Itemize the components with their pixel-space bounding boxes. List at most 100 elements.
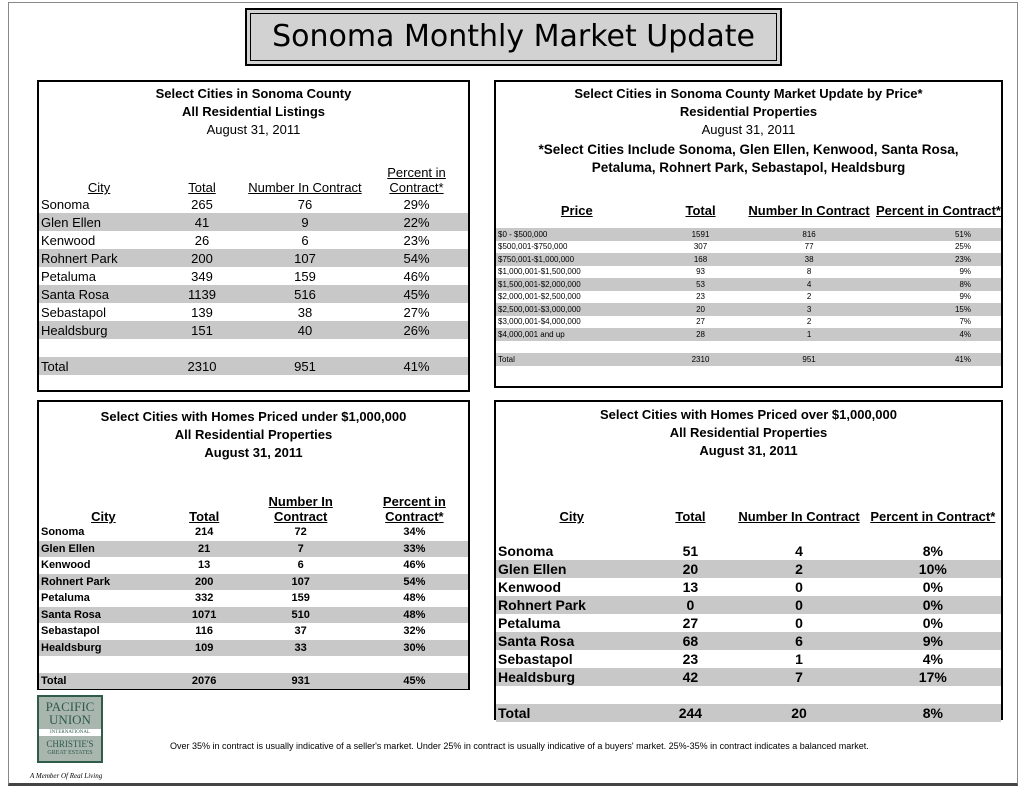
table-cell: 1071: [167, 606, 241, 623]
table-cell: 4%: [874, 328, 1001, 341]
table-cell: Total: [496, 353, 658, 366]
column-header: Total: [189, 509, 220, 524]
logo-text: GREAT ESTATES: [47, 750, 93, 756]
panel-by-price: Select Cities in Sonoma County Market Up…: [494, 80, 1003, 388]
table-cell: 38: [743, 253, 875, 266]
table-cell: $3,000,001-$4,000,000: [498, 317, 581, 327]
panel-heading: Select Cities in Sonoma County Market Up…: [496, 85, 1001, 177]
table-cell: 200: [167, 573, 241, 590]
table-cell: 46%: [403, 268, 430, 284]
table-row: Petaluma 27 0 0%: [496, 614, 1001, 632]
table-cell: 45%: [365, 285, 468, 303]
table-cell: Total: [39, 357, 160, 375]
table-row: $750,001-$1,000,000 168 38 23%: [496, 253, 1001, 266]
panel-over-1m: Select Cities with Homes Priced over $1,…: [494, 400, 1003, 722]
table-cell: 7: [733, 668, 865, 686]
table-cell: 7%: [959, 317, 971, 327]
table-cell: 1: [795, 651, 803, 667]
table-row: Glen Ellen 41 9 22%: [39, 213, 468, 231]
table-cell: 4%: [922, 651, 943, 667]
table-cell: 30%: [360, 639, 468, 656]
table-cell: 15%: [874, 303, 1001, 316]
total-row: Total 2310 951 41%: [39, 357, 468, 375]
table-row: $1,500,001-$2,000,000 53 4 8%: [496, 278, 1001, 291]
panel-heading: Select Cities with Homes Priced under $1…: [39, 408, 468, 462]
table-row: $500,001-$750,000 307 77 25%: [496, 241, 1001, 254]
table-cell: 2310: [159, 357, 245, 375]
table-cell: 159: [291, 592, 310, 605]
table-cell: 3: [743, 303, 875, 316]
heading-line: Select Cities with Homes Priced over $1,…: [600, 407, 897, 422]
table-row: $3,000,001-$4,000,000 27 2 7%: [496, 316, 1001, 329]
table-cell: 107: [244, 249, 366, 267]
table-row: Rohnert Park 0 0 0%: [496, 596, 1001, 614]
table-cell: 22%: [365, 213, 468, 231]
data-table: City Total Number In Contract Percent in Co…: [496, 484, 1001, 722]
table-row: Rohnert Park 200 107 54%: [39, 249, 468, 267]
table-cell: 41%: [874, 353, 1001, 366]
column-header: Price: [560, 203, 593, 218]
column-header: Number In Contract: [248, 180, 362, 195]
table-cell: 53: [657, 278, 744, 291]
table-cell: 34%: [403, 526, 426, 539]
column-header: City: [87, 180, 111, 195]
table-cell: 8%: [922, 543, 943, 559]
table-cell: 6: [733, 632, 865, 650]
table-row: Kenwood 13 6 46%: [39, 557, 468, 574]
column-header: Percent in Contract*: [382, 494, 446, 524]
table-row: Kenwood 26 6 23%: [39, 231, 468, 249]
table-cell: 0%: [922, 579, 943, 595]
table-cell: Kenwood: [41, 232, 96, 248]
table-cell: 516: [244, 285, 366, 303]
table-cell: $4,000,001 and up: [496, 328, 658, 341]
spacer-row: [39, 656, 468, 673]
table-cell: 0: [733, 596, 865, 614]
table-cell: 332: [194, 592, 214, 605]
table-row: Healdsburg 42 7 17%: [496, 668, 1001, 686]
panel-heading: Select Cities in Sonoma County All Resid…: [39, 85, 468, 139]
table-cell: 2: [806, 292, 812, 302]
table-cell: 6: [301, 232, 309, 248]
total-row: Total 2310 951 41%: [496, 353, 1001, 366]
table-cell: Petaluma: [498, 615, 561, 631]
table-row: $1,000,001-$1,500,000 93 8 9%: [496, 266, 1001, 279]
table-cell: 51%: [874, 228, 1001, 241]
table-cell: 265: [191, 196, 213, 212]
column-header: Number In Contract: [268, 494, 333, 524]
page-title: Sonoma Monthly Market Update: [245, 8, 782, 66]
spacer-row: [496, 686, 1001, 704]
table-cell: 72: [294, 526, 307, 539]
table-cell: Santa Rosa: [496, 632, 648, 650]
table-cell: Rohnert Park: [496, 596, 648, 614]
column-header: Percent in Contract*: [387, 165, 446, 195]
table-cell: $1,500,001-$2,000,000: [496, 278, 658, 291]
table-cell: Rohnert Park: [39, 573, 168, 590]
table-cell: 13: [682, 579, 699, 595]
table-cell: 68: [647, 632, 734, 650]
heading-line: Select Cities in Sonoma County: [155, 86, 352, 101]
heading-date: August 31, 2011: [701, 122, 796, 137]
table-cell: 23: [696, 292, 705, 302]
table-cell: Healdsburg: [39, 321, 160, 339]
table-header-row: City Total Number In Contract Percent in Co…: [39, 157, 468, 195]
table-cell: 0: [647, 596, 734, 614]
table-cell: 116: [195, 625, 214, 638]
table-cell: 159: [294, 268, 316, 284]
table-cell: 20: [647, 560, 734, 578]
table-row: $2,000,001-$2,500,000 23 2 9%: [496, 291, 1001, 304]
logo-tagline: A Member Of Real Living: [30, 772, 103, 780]
table-cell: 951: [743, 353, 875, 366]
table-row: Healdsburg 109 33 30%: [39, 639, 468, 656]
table-cell: 307: [693, 242, 708, 252]
table-row: Petaluma 349 159 46%: [39, 267, 468, 285]
table-cell: Total: [496, 704, 648, 722]
table-row: Rohnert Park 200 107 54%: [39, 573, 468, 590]
panel-all-listings: Select Cities in Sonoma County All Resid…: [37, 80, 470, 392]
table-cell: 77: [804, 242, 814, 252]
spacer-row: [496, 524, 1001, 542]
table-cell: $500,001-$750,000: [498, 242, 568, 252]
table-row: Sonoma 265 76 29%: [39, 195, 468, 213]
table-cell: 244: [647, 704, 734, 722]
table-cell: 349: [191, 268, 213, 284]
heading-date: August 31, 2011: [699, 443, 798, 458]
